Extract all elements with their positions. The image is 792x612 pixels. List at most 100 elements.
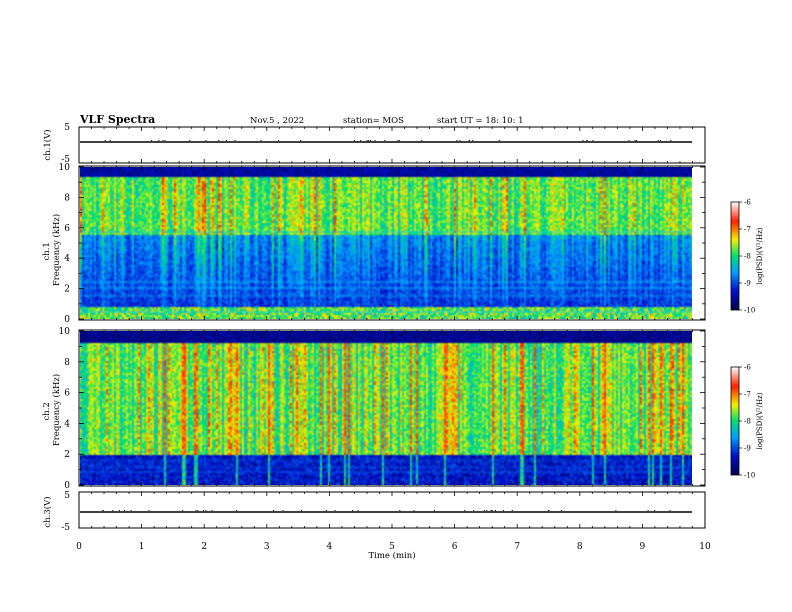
ch2-colorbar-ticks: -6 -7 -8 -9 -10	[739, 364, 755, 480]
panel-ch3-waveform-frame	[78, 491, 706, 529]
waveform-dot	[205, 510, 207, 511]
waveform-dot	[370, 140, 372, 141]
waveform-dot	[189, 140, 191, 141]
waveform-dot	[123, 510, 125, 511]
waveform-dot	[374, 140, 376, 141]
y-tick-label: 2	[64, 450, 70, 460]
waveform-dot	[236, 510, 238, 511]
y-tick-label: 4	[64, 254, 70, 264]
waveform-dot	[203, 510, 205, 511]
colorbar-tick-label: -10	[744, 307, 755, 315]
colorbar-tick-label: -7	[744, 391, 751, 399]
waveform-dot	[511, 510, 513, 511]
waveform-dot	[494, 510, 496, 511]
waveform-dot	[300, 140, 302, 141]
waveform-dot	[326, 510, 328, 511]
waveform-dot	[669, 510, 671, 511]
colorbar-tick-label: -6	[744, 199, 751, 207]
ch2-spectrogram-image	[80, 331, 692, 485]
ch3-ytick-top: 5	[64, 491, 70, 501]
waveform-dot	[592, 140, 594, 141]
ch1-waveform-ylabel: ch.1(V)	[42, 129, 53, 160]
waveform-dot	[334, 510, 336, 511]
waveform-dot	[502, 510, 504, 511]
waveform-dot	[164, 140, 166, 141]
panel-ch1-waveform: 5 -5 ch.1(V)	[42, 123, 706, 165]
waveform-dot	[112, 510, 114, 511]
waveform-dot	[399, 140, 401, 141]
colorbar-tick-label: -8	[744, 418, 751, 426]
waveform-dot	[234, 140, 236, 141]
waveform-dot	[483, 510, 485, 511]
waveform-dot	[490, 510, 492, 511]
waveform-dot	[282, 510, 284, 511]
waveform-dot	[399, 510, 401, 511]
waveform-dot	[486, 510, 488, 511]
ch1-ylabel-line2: Frequency (kHz)	[51, 214, 62, 286]
spec2-raster	[80, 331, 692, 485]
waveform-dot	[278, 140, 280, 141]
y-tick-label: 4	[64, 419, 70, 429]
waveform-dot	[456, 140, 458, 141]
waveform-dot	[205, 140, 207, 141]
waveform-dot	[118, 510, 120, 511]
waveform-dot	[397, 140, 399, 141]
colorbar-tick-label: -9	[744, 445, 751, 453]
waveform-dot	[109, 140, 111, 141]
waveform-dot	[225, 140, 227, 141]
waveform-dot	[301, 510, 303, 511]
x-tick-label: 3	[264, 542, 270, 552]
ch1-colorbar-gradient	[730, 201, 740, 311]
ch2-colorbar-label: log(PSD)(V²/Hz)	[756, 392, 764, 449]
ch1-ytick-bottom: -5	[61, 155, 70, 165]
waveform-dot	[357, 510, 359, 511]
waveform-dot	[413, 510, 415, 511]
panel-ch1-waveform-frame	[78, 126, 706, 164]
x-tick-label: 10	[699, 542, 711, 552]
waveform-dot	[353, 140, 355, 141]
waveform-dot	[162, 140, 164, 141]
waveform-dot	[459, 140, 461, 141]
x-tick-label: 2	[201, 542, 207, 552]
ch2-colorbar: -6 -7 -8 -9 -10 log(PSD)(V²/Hz)	[730, 364, 764, 480]
y-tick-label: 2	[64, 285, 70, 295]
ch2-ylabel-line2: Frequency (kHz)	[51, 374, 62, 446]
ch1-colorbar-label: log(PSD)(V²/Hz)	[756, 227, 764, 284]
y-tick-label: 6	[64, 224, 70, 234]
waveform-dot	[104, 140, 106, 141]
waveform-dot	[491, 510, 493, 511]
y-tick-label: 8	[64, 358, 70, 368]
ch2-colorbar-gradient	[730, 366, 740, 476]
waveform-dot	[468, 140, 470, 141]
waveform-dot	[433, 510, 435, 511]
date-label: Nov.5 , 2022	[250, 116, 304, 126]
waveform-dot	[218, 140, 220, 141]
waveform-dot	[151, 140, 153, 141]
spec1-raster	[80, 167, 692, 319]
y-tick-label: 10	[59, 163, 71, 173]
y-tick-label: 0	[64, 481, 70, 491]
waveform-dot	[148, 510, 150, 511]
waveform-dot	[548, 510, 550, 511]
colorbar-tick-label: -6	[744, 364, 751, 372]
waveform-dot	[352, 510, 354, 511]
ch3-ytick-bottom: -5	[61, 523, 70, 533]
ch1-spectrogram-image	[80, 167, 692, 319]
waveform-dot	[473, 510, 475, 511]
waveform-dot	[195, 510, 197, 511]
waveform-dot	[657, 140, 659, 141]
x-axis: 0 1 2 3 4 5 6 7 8 9 10	[76, 127, 711, 552]
waveform-dot	[659, 140, 661, 141]
waveform-dot	[547, 510, 549, 511]
y-tick-label: 6	[64, 389, 70, 399]
ch3-waveform-ylabel: ch.3(V)	[42, 496, 53, 527]
y-tick-label: 0	[64, 315, 70, 325]
ch2-yticks: 0 2 4 6 8 10	[59, 327, 705, 491]
waveform-dot	[615, 510, 617, 511]
waveform-dot	[366, 140, 368, 141]
station-label: station= MOS	[343, 116, 404, 126]
ch1-ytick-top: 5	[64, 123, 70, 133]
waveform-dot	[472, 140, 474, 141]
waveform-dot	[182, 510, 184, 511]
